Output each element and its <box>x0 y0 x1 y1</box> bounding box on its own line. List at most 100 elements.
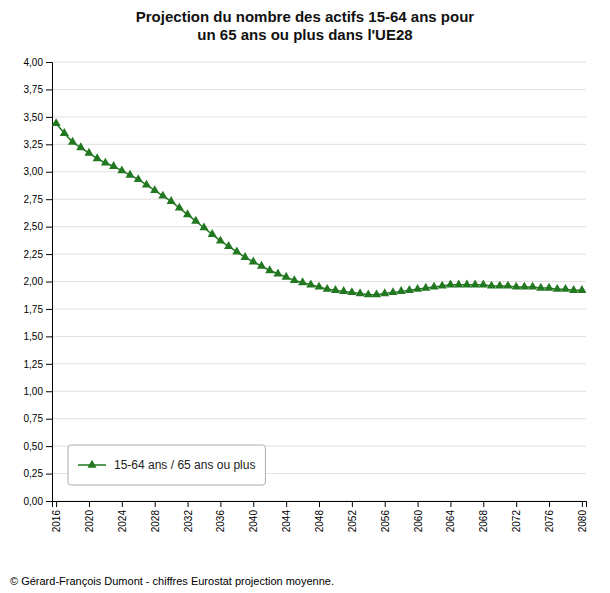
marker <box>454 280 463 288</box>
y-tick: 1,75 <box>24 304 52 315</box>
y-tick: 1,00 <box>24 386 52 397</box>
marker <box>339 286 348 294</box>
y-tick-mark <box>46 364 52 365</box>
marker <box>167 196 176 204</box>
x-tick-label: 2064 <box>445 510 456 533</box>
legend: 15-64 ans / 65 ans ou plus <box>68 445 265 485</box>
marker <box>257 261 266 269</box>
x-tick-mark <box>155 501 156 507</box>
x-tick-mark <box>549 501 550 507</box>
x-tick-label: 2072 <box>511 510 522 533</box>
marker <box>462 280 471 288</box>
x-tick-label: 2068 <box>478 510 489 533</box>
y-tick: 0,00 <box>24 496 52 507</box>
x-tick: 2076 <box>544 501 555 532</box>
grid-line <box>52 226 586 227</box>
y-tick-mark <box>46 254 52 255</box>
x-axis: 2016202020242028203220362040204420482052… <box>51 501 588 532</box>
x-tick: 2016 <box>51 501 62 532</box>
y-tick-label: 2,50 <box>24 221 44 232</box>
x-tick-label: 2044 <box>281 510 292 533</box>
marker <box>446 280 455 288</box>
y-tick: 2,50 <box>24 221 52 232</box>
x-tick: 2020 <box>84 501 95 532</box>
legend-marker <box>87 460 96 468</box>
y-tick-mark <box>46 309 52 310</box>
y-tick: 3,25 <box>24 139 52 150</box>
x-tick: 2072 <box>511 501 522 532</box>
grid-line <box>52 254 586 255</box>
marks <box>52 118 586 297</box>
grid <box>52 62 586 501</box>
y-tick-label: 1,00 <box>24 386 44 397</box>
y-tick-mark <box>46 117 52 118</box>
y-tick-mark <box>46 419 52 420</box>
grid-line <box>52 116 586 117</box>
grid-line <box>52 308 586 309</box>
marker <box>101 158 110 166</box>
marker <box>241 252 250 260</box>
legend-label: 15-64 ans / 65 ans ou plus <box>114 458 255 472</box>
marker <box>273 269 282 277</box>
x-tick: 2040 <box>248 501 259 532</box>
grid-line <box>52 62 586 63</box>
marker <box>405 285 414 293</box>
x-tick-mark <box>56 501 57 507</box>
y-tick-label: 4,00 <box>24 57 44 68</box>
marker <box>314 282 323 290</box>
marker <box>158 191 167 199</box>
x-tick-mark <box>286 501 287 507</box>
marker <box>397 286 406 294</box>
y-tick-mark <box>46 144 52 145</box>
marker <box>544 283 553 291</box>
marker <box>561 284 570 292</box>
y-tick-mark <box>46 336 52 337</box>
marker <box>150 185 159 193</box>
y-tick-mark <box>46 227 52 228</box>
x-tick-mark <box>582 501 583 507</box>
marker <box>282 272 291 280</box>
marker <box>68 137 77 145</box>
y-tick: 1,25 <box>24 359 52 370</box>
marker <box>577 285 586 293</box>
x-tick-label: 2060 <box>413 510 424 533</box>
y-tick: 2,25 <box>24 249 52 260</box>
grid-line <box>52 418 586 419</box>
marker <box>520 282 529 290</box>
x-tick: 2056 <box>380 501 391 532</box>
x-tick-label: 2020 <box>84 510 95 533</box>
x-tick-label: 2056 <box>380 510 391 533</box>
marker <box>528 282 537 290</box>
marker <box>536 283 545 291</box>
marker <box>265 265 274 273</box>
y-tick: 2,00 <box>24 276 52 287</box>
x-tick: 2032 <box>183 501 194 532</box>
x-tick-mark <box>188 501 189 507</box>
marker <box>553 284 562 292</box>
grid-line <box>52 336 586 337</box>
marker <box>208 229 217 237</box>
y-tick: 3,75 <box>24 84 52 95</box>
x-tick: 2036 <box>215 501 226 532</box>
y-tick: 0,75 <box>24 413 52 424</box>
y-tick-label: 2,75 <box>24 194 44 205</box>
grid-line <box>52 363 586 364</box>
y-tick-label: 2,00 <box>24 276 44 287</box>
marker <box>191 216 200 224</box>
line <box>56 123 582 294</box>
y-tick: 1,50 <box>24 331 52 342</box>
x-tick: 2068 <box>478 501 489 532</box>
x-tick: 2028 <box>150 501 161 532</box>
x-tick-mark <box>220 501 221 507</box>
marker <box>569 285 578 293</box>
y-tick-mark <box>46 391 52 392</box>
x-tick: 2044 <box>281 501 292 532</box>
marker <box>421 283 430 291</box>
caption: © Gérard-François Dumont - chiffres Euro… <box>10 575 334 587</box>
y-tick-label: 3,50 <box>24 112 44 123</box>
marker <box>125 170 134 178</box>
y-tick-label: 1,25 <box>24 359 44 370</box>
marker <box>183 209 192 217</box>
marker <box>429 282 438 290</box>
x-tick-mark <box>253 501 254 507</box>
